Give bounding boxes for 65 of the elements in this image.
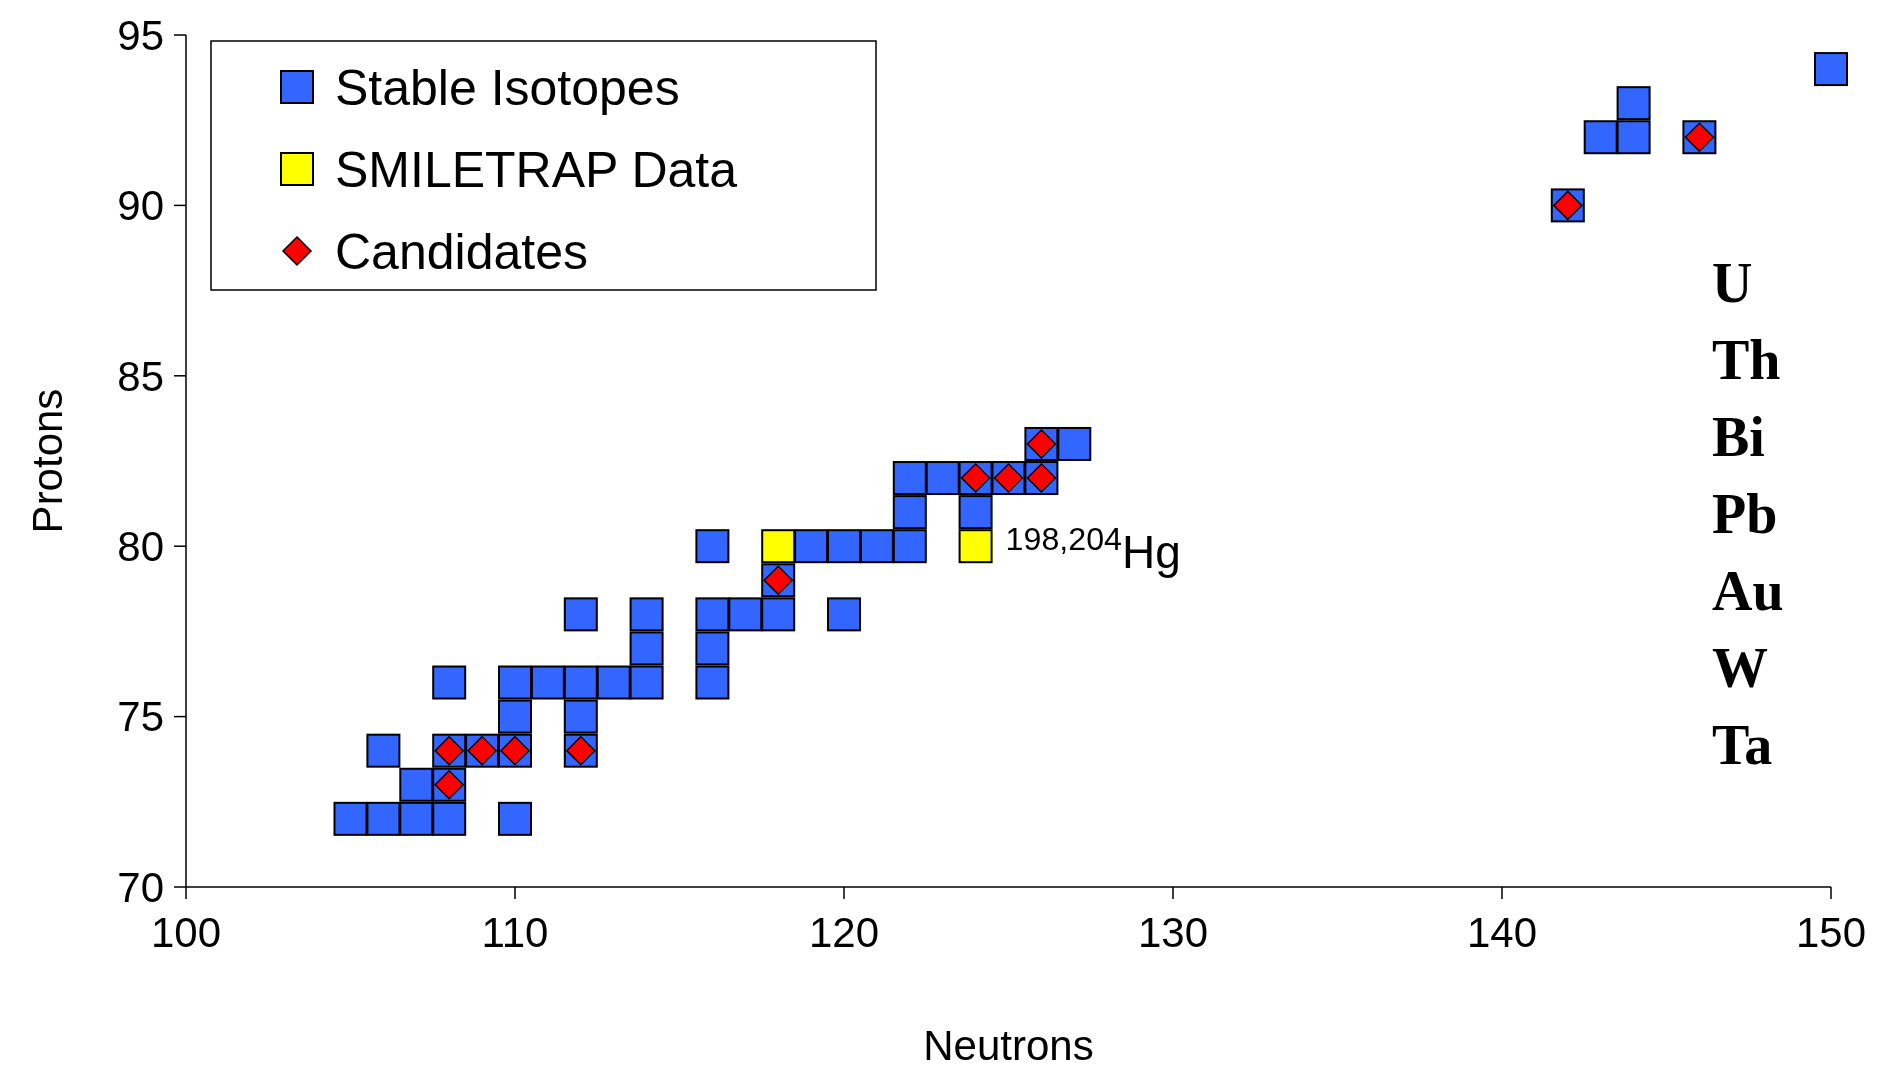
point [695, 631, 730, 666]
legend-label: Candidates [335, 223, 588, 280]
point [827, 597, 861, 632]
annotation: W [1712, 637, 1768, 699]
x-axis-title: Neutrons [923, 1022, 1094, 1069]
point [827, 529, 861, 564]
point [563, 597, 598, 632]
annotation: Bi [1712, 406, 1765, 468]
point [728, 597, 763, 632]
y-axis-title: Protons [24, 388, 71, 534]
point [432, 801, 467, 836]
annotation: Ta [1712, 714, 1773, 776]
y-tick-label: 80 [117, 522, 164, 570]
annotation: U [1712, 252, 1753, 314]
point [695, 665, 730, 700]
point [859, 529, 894, 564]
y-tick-label: 75 [117, 693, 164, 741]
legend-label: SMILETRAP Data [335, 141, 738, 198]
point [498, 801, 532, 836]
annotation: Th [1712, 329, 1781, 391]
point [366, 733, 401, 768]
x-tick-label: 150 [1795, 909, 1867, 956]
point [761, 529, 796, 564]
point [1814, 52, 1848, 87]
point [1057, 426, 1092, 461]
point [794, 529, 829, 564]
point [563, 665, 598, 700]
point [563, 699, 598, 734]
point [892, 495, 927, 530]
point [629, 665, 664, 700]
y-tick-label: 95 [117, 11, 164, 59]
point [761, 597, 796, 632]
y-tick-label: 85 [117, 352, 164, 400]
point [530, 665, 565, 700]
point [333, 801, 368, 836]
y-tick-label: 70 [117, 863, 164, 911]
point [399, 801, 434, 836]
x-tick-label: 100 [150, 909, 222, 956]
annotation: Au [1712, 560, 1784, 622]
x-tick-label: 110 [481, 909, 549, 956]
point [892, 461, 927, 496]
point [1616, 120, 1651, 155]
point [958, 529, 993, 564]
x-tick-label: 140 [1466, 909, 1538, 956]
point [596, 665, 631, 700]
point [695, 597, 730, 632]
point [958, 495, 993, 530]
point [629, 597, 664, 632]
point [892, 529, 927, 564]
point [498, 699, 532, 734]
point [695, 529, 730, 564]
x-tick-label: 130 [1137, 909, 1209, 956]
point [629, 631, 664, 666]
point [366, 801, 401, 836]
point [1583, 120, 1618, 155]
y-tick-label: 90 [117, 182, 164, 230]
point [399, 767, 434, 802]
point [1616, 86, 1651, 121]
legend-label: Stable Isotopes [335, 59, 680, 116]
point [498, 665, 532, 700]
x-tick-label: 120 [808, 909, 880, 956]
point [432, 665, 467, 700]
annotation: $^{198,204}$Hg [1005, 521, 1181, 579]
annotation: Pb [1712, 483, 1778, 545]
point [925, 461, 960, 496]
